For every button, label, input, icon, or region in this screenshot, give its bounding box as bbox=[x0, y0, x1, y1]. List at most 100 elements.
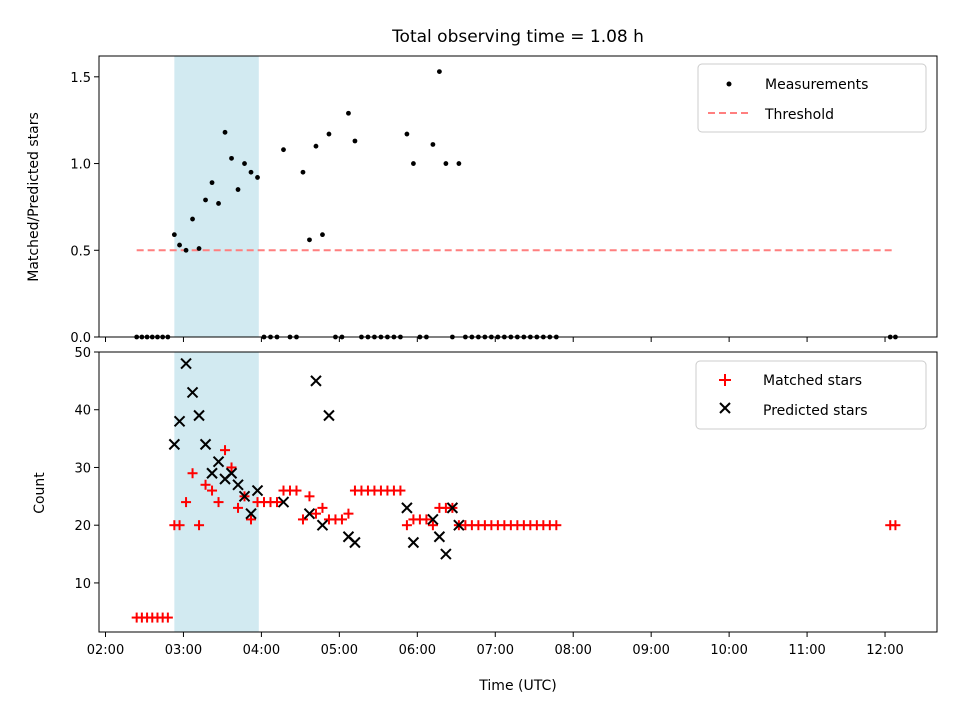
matched-star-point bbox=[890, 520, 901, 531]
predicted-star-point bbox=[193, 409, 205, 422]
measurement-point bbox=[430, 142, 436, 147]
measurement-point bbox=[222, 129, 228, 135]
predicted-star-point bbox=[232, 479, 244, 491]
measurement-point bbox=[443, 161, 449, 166]
matched-star-point bbox=[174, 520, 185, 531]
predicted-star-point bbox=[440, 548, 452, 560]
matched-stars-points bbox=[131, 445, 901, 623]
measurement-point bbox=[456, 161, 462, 166]
top-legend-box bbox=[697, 63, 927, 133]
x-tick-label: 11:00 bbox=[788, 643, 825, 658]
matched-star-point bbox=[162, 612, 173, 623]
y-tick-label: 20 bbox=[74, 519, 91, 534]
measurement-point bbox=[190, 216, 195, 222]
x-tick-label: 12:00 bbox=[866, 643, 903, 658]
y-tick-label: 1.5 bbox=[70, 71, 91, 86]
matched-star-point bbox=[336, 514, 347, 525]
bottom-panel: 10 20 30 40 50 02:00 03:00 04:00 05:00 06:00 07:0… bbox=[32, 346, 938, 694]
measurement-point bbox=[216, 201, 221, 206]
legend-marker-predicted-stars bbox=[719, 402, 731, 414]
measurement-point bbox=[183, 247, 189, 253]
measurement-point bbox=[346, 110, 351, 116]
legend-label-threshold: Threshold bbox=[764, 107, 834, 123]
predicted-star-point bbox=[238, 490, 251, 503]
predicted-star-point bbox=[349, 536, 361, 549]
bottom-y-axis-label: Count bbox=[32, 472, 48, 514]
predicted-star-point bbox=[446, 502, 459, 514]
measurement-point bbox=[242, 161, 247, 166]
matched-star-point bbox=[291, 485, 302, 496]
legend-marker-measurements bbox=[726, 81, 732, 87]
top-x-ticks bbox=[104, 337, 886, 342]
bottom-legend: Matched stars Predicted stars bbox=[695, 360, 927, 430]
y-tick-label: 40 bbox=[74, 404, 91, 419]
bottom-y-ticks: 10 20 30 40 50 bbox=[74, 346, 99, 592]
measurement-point bbox=[352, 138, 358, 144]
matched-star-point bbox=[297, 514, 308, 525]
predicted-stars-points bbox=[168, 357, 465, 560]
predicted-star-point bbox=[277, 496, 290, 508]
predicted-star-point bbox=[433, 531, 446, 543]
measurement-point bbox=[171, 232, 177, 238]
predicted-star-point bbox=[303, 507, 316, 520]
matched-star-point bbox=[551, 520, 562, 531]
predicted-star-point bbox=[225, 467, 238, 479]
matched-star-point bbox=[343, 508, 354, 519]
predicted-star-point bbox=[173, 415, 186, 427]
matched-star-point bbox=[246, 514, 257, 525]
predicted-star-point bbox=[323, 409, 335, 422]
y-tick-label: 0.0 bbox=[70, 331, 91, 346]
x-tick-label: 05:00 bbox=[321, 643, 358, 658]
x-tick-label: 08:00 bbox=[554, 643, 591, 658]
matched-star-point bbox=[401, 520, 412, 531]
matched-star-point bbox=[220, 445, 231, 456]
x-tick-label: 06:00 bbox=[399, 643, 436, 658]
measurement-point bbox=[326, 131, 332, 137]
measurement-point bbox=[404, 131, 410, 137]
top-y-axis-label: Matched/Predicted stars bbox=[26, 112, 42, 282]
predicted-star-point bbox=[401, 502, 413, 514]
y-tick-label: 30 bbox=[74, 461, 91, 476]
matched-star-point bbox=[395, 485, 406, 496]
x-tick-label: 07:00 bbox=[477, 643, 514, 658]
legend-label-measurements: Measurements bbox=[765, 77, 868, 93]
matched-star-point bbox=[226, 462, 237, 473]
measurement-point bbox=[235, 187, 241, 192]
predicted-star-point bbox=[407, 536, 420, 549]
matched-star-point bbox=[421, 514, 432, 525]
y-tick-label: 0.5 bbox=[70, 244, 91, 259]
measurement-point bbox=[281, 147, 286, 153]
matched-star-point bbox=[181, 497, 192, 508]
x-tick-label: 03:00 bbox=[165, 643, 202, 658]
measurement-point bbox=[307, 237, 312, 243]
measurement-point bbox=[229, 155, 234, 161]
predicted-star-point bbox=[427, 513, 439, 526]
measurement-point bbox=[436, 69, 442, 75]
x-tick-label: 02:00 bbox=[87, 643, 124, 658]
x-tick-label: 10:00 bbox=[710, 643, 747, 658]
measurement-point bbox=[177, 242, 182, 248]
measurement-point bbox=[255, 175, 260, 180]
x-tick-label: 04:00 bbox=[243, 643, 280, 658]
measurement-point bbox=[203, 197, 208, 203]
predicted-star-point bbox=[245, 507, 257, 520]
y-tick-label: 50 bbox=[74, 346, 91, 361]
matched-star-point bbox=[200, 479, 211, 490]
matched-star-point bbox=[194, 520, 205, 531]
predicted-star-point bbox=[453, 519, 465, 531]
matched-star-point bbox=[213, 497, 224, 508]
measurement-point bbox=[320, 232, 325, 238]
predicted-star-point bbox=[186, 386, 199, 399]
top-panel: Total observing time = 1.08 h 0.0 0.5 1.0 1… bbox=[26, 27, 938, 346]
y-tick-label: 1.0 bbox=[70, 158, 91, 173]
x-tick-label: 09:00 bbox=[632, 643, 669, 658]
measurement-point bbox=[196, 246, 202, 251]
top-legend: Measurements Threshold bbox=[697, 63, 927, 133]
legend-label-matched-stars: Matched stars bbox=[763, 373, 862, 389]
predicted-star-point bbox=[251, 484, 264, 497]
measurement-point bbox=[248, 169, 254, 175]
top-y-ticks: 0.0 0.5 1.0 1.5 bbox=[70, 71, 99, 346]
predicted-star-point bbox=[212, 455, 225, 468]
predicted-star-point bbox=[168, 438, 181, 451]
measurement-point bbox=[411, 161, 416, 166]
